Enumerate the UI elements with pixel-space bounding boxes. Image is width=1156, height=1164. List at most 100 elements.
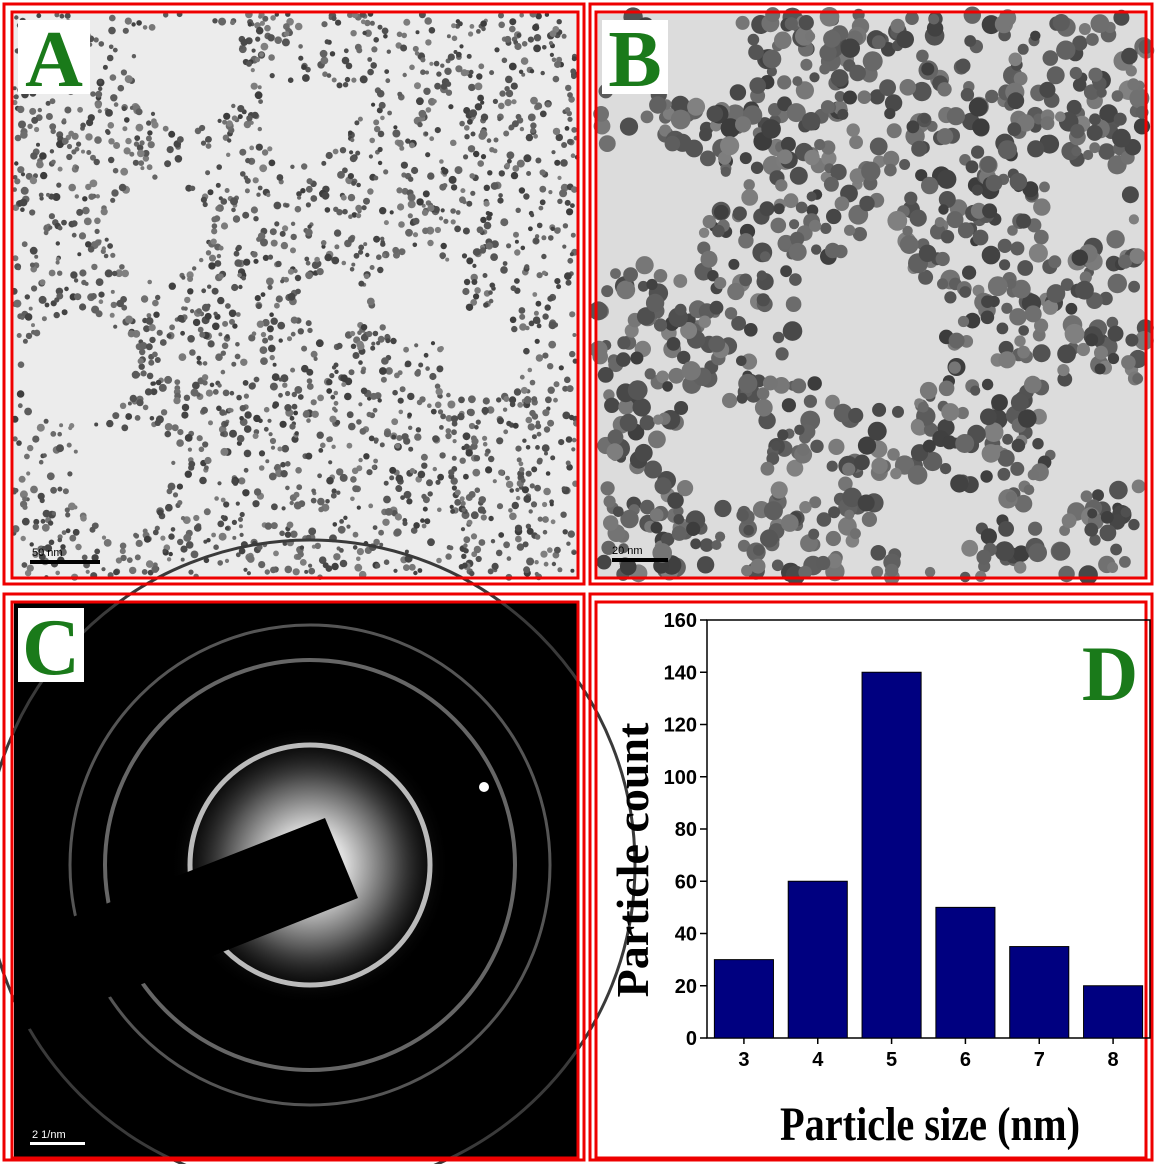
y-tick-label: 140 [664,662,697,684]
particle [244,411,251,418]
particle [405,229,413,237]
particle [217,383,221,387]
particle [774,32,792,50]
particle [20,316,24,320]
particle [468,395,476,403]
particle [1126,65,1137,76]
particle [464,134,469,139]
particle [370,346,375,351]
particle [50,431,56,437]
particle [751,162,763,174]
particle [463,474,469,480]
particle [403,347,409,353]
particle [270,438,276,444]
particle [545,102,551,108]
particle [105,109,113,117]
particle [565,85,571,91]
particle [562,245,566,249]
particle [571,153,576,158]
particle [567,385,574,392]
particle [347,443,353,449]
particle [761,462,775,476]
particle [961,88,974,101]
particle [143,25,148,30]
particle [560,512,566,518]
particle [429,136,434,141]
particle [760,529,778,547]
particle [988,276,1008,296]
particle [17,266,21,270]
particle [220,432,225,437]
particle [1128,281,1140,293]
particle [730,84,746,100]
particle [255,57,260,62]
particle [277,322,285,330]
particle [616,281,635,300]
particle [240,512,245,517]
particle [196,308,202,314]
particle [481,114,488,121]
particle [522,41,528,47]
particle [267,325,274,332]
scale-bar-label: 50 nm [32,547,63,559]
particle [85,241,91,247]
particle [562,486,567,491]
particle [601,481,615,495]
particle [125,138,131,144]
particle [733,206,747,220]
spot [479,782,489,792]
particle [519,307,526,314]
particle [417,122,422,127]
particle [427,240,433,246]
particle [1079,565,1098,584]
particle [1122,186,1139,203]
particle [329,416,336,423]
particle [380,324,386,330]
particle [351,181,356,186]
particle [427,205,434,212]
particle [982,379,993,390]
particle [306,261,311,266]
particle [531,396,537,402]
particle [998,140,1017,159]
particle [439,216,443,220]
particle [735,116,751,132]
particle [871,458,887,474]
particle [157,330,163,336]
particle [1086,33,1099,46]
particle [324,254,332,262]
particle [570,569,574,573]
particle [82,207,90,215]
particle [356,47,362,53]
particle [30,152,37,159]
particle [907,120,920,133]
particle [547,420,554,427]
particle [334,391,339,396]
particle [423,507,428,512]
particle [809,220,821,232]
particle [243,259,250,266]
particle [208,189,214,195]
panel-label: D [1082,630,1138,717]
particle [109,15,116,22]
particle [1014,561,1026,573]
particle [535,445,540,450]
particle [562,34,567,39]
particle [295,275,301,281]
particle [1091,14,1110,33]
particle [512,502,519,509]
particle [496,437,503,444]
particle [108,122,115,129]
particle [721,167,731,177]
particle [1087,509,1097,519]
particle [937,278,948,289]
particle [124,117,130,123]
particle [310,195,317,202]
particle [173,397,180,404]
particle [528,114,536,122]
panel-label: C [22,604,80,692]
particle [271,318,278,325]
particle [369,436,375,442]
particle [127,557,133,563]
particle [539,186,546,193]
